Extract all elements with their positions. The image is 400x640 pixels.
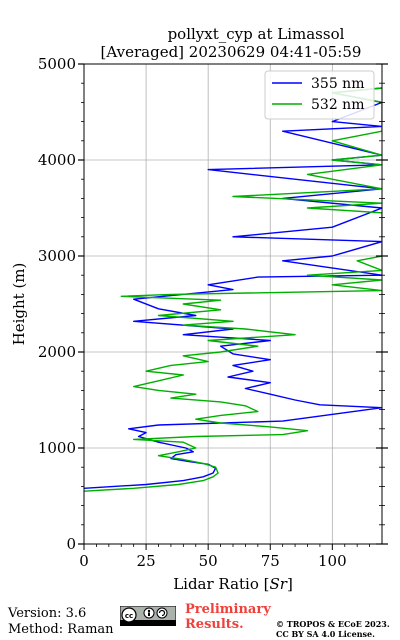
- version-text: Version: 3.6: [8, 606, 87, 621]
- copyright-line-2: CC BY SA 4.0 License.: [276, 629, 375, 639]
- preliminary-line-2: Results.: [185, 617, 244, 632]
- cc-by-sa-icon: cc: [120, 606, 176, 626]
- y-tick-label: 4000: [38, 151, 76, 169]
- y-tick-label: 1000: [38, 439, 76, 457]
- x-axis-label: Lidar Ratio [Sr]: [173, 575, 293, 593]
- x-tick-label: 50: [199, 552, 218, 570]
- series-line-355nm: [84, 87, 382, 489]
- grid-lines: [83, 63, 382, 545]
- y-tick-label: 2000: [38, 343, 76, 361]
- copyright-line-1: © TROPOS & ECoE 2023.: [276, 619, 390, 629]
- legend-label-532: 532 nm: [311, 97, 364, 113]
- legend: 355 nm 532 nm: [264, 70, 375, 120]
- y-tick-label: 5000: [38, 55, 76, 73]
- y-tick-label: 0: [66, 535, 76, 553]
- legend-label-355: 355 nm: [311, 76, 364, 92]
- series-line-532nm: [84, 87, 382, 492]
- y-axis-label: Height (m): [10, 263, 28, 346]
- preliminary-line-1: Preliminary: [185, 602, 271, 617]
- plot-frame: [83, 63, 383, 545]
- y-tick-label: 3000: [38, 247, 76, 265]
- x-tick-label: 0: [79, 552, 89, 570]
- method-text: Method: Raman: [8, 622, 114, 637]
- x-tick-label: 75: [261, 552, 280, 570]
- chart-title: pollyxt_cyp at Limassol: [168, 25, 345, 43]
- x-tick-label: 25: [137, 552, 156, 570]
- preliminary-results-note: Preliminary Results.: [185, 602, 271, 632]
- x-tick-label: 100: [318, 552, 347, 570]
- chart-subtitle: [Averaged] 20230629 04:41-05:59: [101, 43, 362, 61]
- version-info: Version: 3.6 Method: Raman: [8, 606, 114, 638]
- plot-area: [84, 87, 382, 492]
- copyright-notice: © TROPOS & ECoE 2023. CC BY SA 4.0 Licen…: [276, 619, 390, 639]
- svg-text:cc: cc: [125, 612, 133, 620]
